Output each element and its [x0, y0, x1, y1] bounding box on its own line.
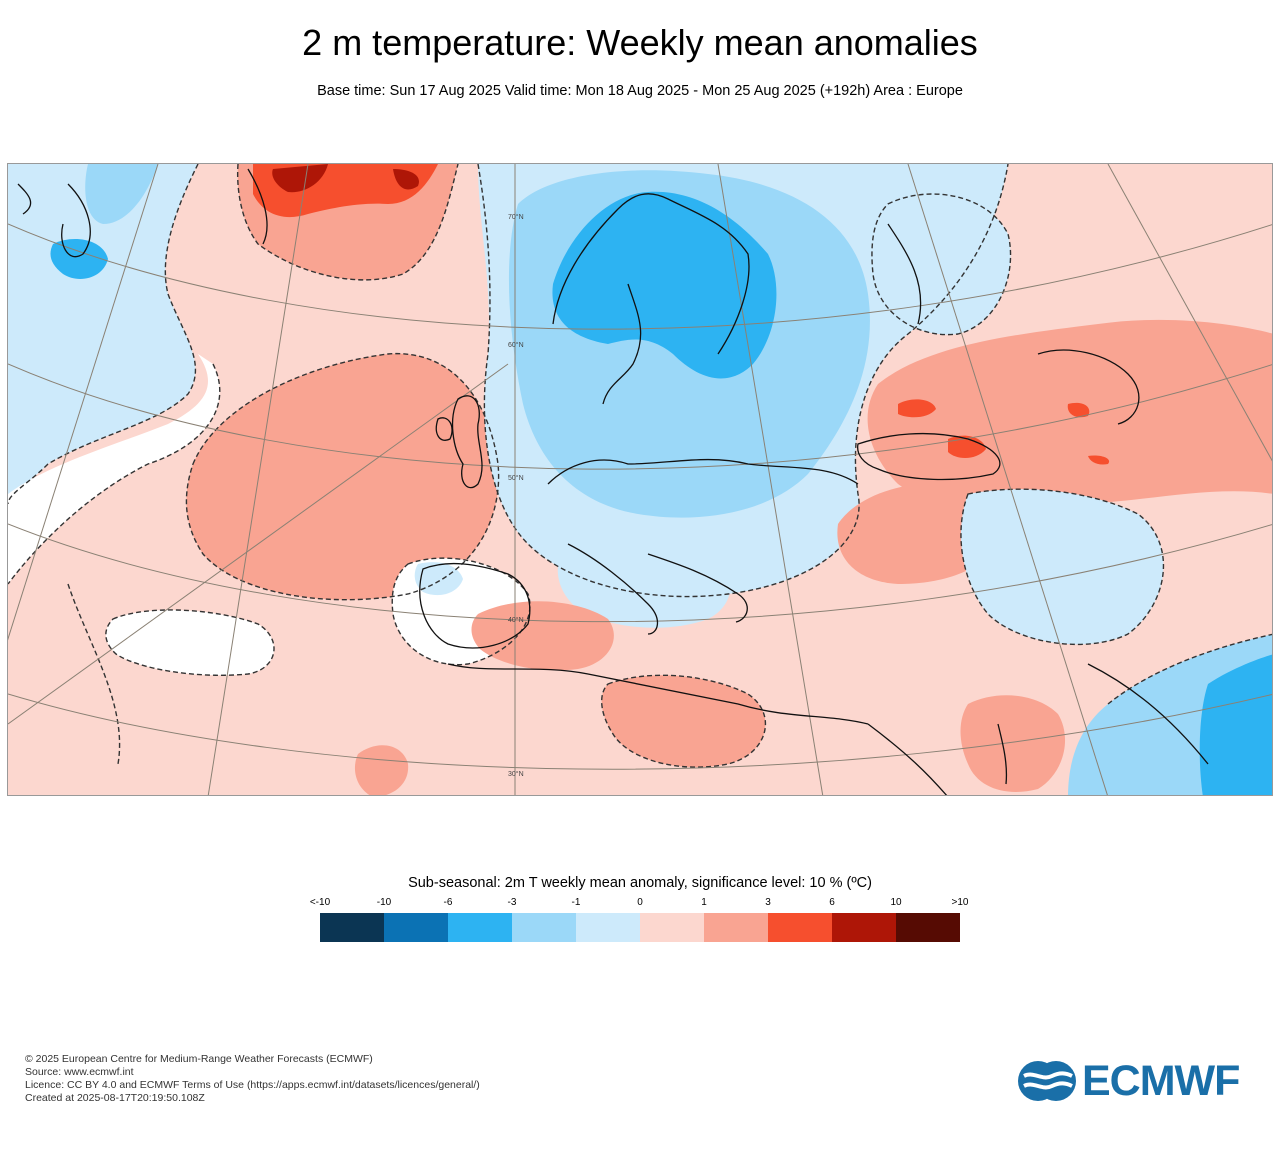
legend-swatch	[320, 913, 384, 942]
legend-swatch	[768, 913, 832, 942]
legend-swatch	[512, 913, 576, 942]
ecmwf-logo-text: ECMWF	[1082, 1057, 1240, 1105]
legend-tick: 6	[829, 897, 835, 908]
anomaly-map-svg: 70°N 60°N 50°N 40°N 30°N	[8, 164, 1272, 795]
warm-region-arabia	[960, 695, 1066, 792]
warm-core-black-sea	[898, 399, 1110, 465]
anomaly-map: 70°N 60°N 50°N 40°N 30°N	[7, 163, 1273, 796]
neutral-band-west-atlantic	[8, 354, 220, 584]
legend-tick: 0	[637, 897, 643, 908]
legend-tick: <-10	[309, 897, 331, 908]
ecmwf-logo-icon	[1018, 1061, 1076, 1101]
lat-label-70: 70°N	[508, 213, 524, 221]
footer-copyright: © 2025 European Centre for Medium-Range …	[25, 1053, 373, 1065]
legend-ticks: <-10 -10 -6 -3 -1 0 1 3 6 10 >10	[310, 897, 969, 911]
legend-colorbar	[320, 913, 960, 942]
page-title: 2 m temperature: Weekly mean anomalies	[302, 22, 978, 63]
legend-tick: -3	[507, 897, 517, 908]
graticule	[8, 164, 1272, 795]
legend-title: Sub-seasonal: 2m T weekly mean anomaly, …	[408, 875, 872, 891]
neutral-region-southwest	[105, 609, 275, 676]
footer: © 2025 European Centre for Medium-Range …	[25, 1053, 480, 1105]
cold-region-east-europe	[871, 194, 1011, 335]
lat-label-30: 30°N	[508, 770, 524, 778]
legend-tick: >10	[951, 897, 969, 908]
legend-tick: -1	[571, 897, 581, 908]
legend-swatch	[640, 913, 704, 942]
footer-created: Created at 2025-08-17T20:19:50.108Z	[25, 1092, 205, 1104]
legend-tick: 10	[890, 897, 902, 908]
coastlines	[17, 168, 1209, 795]
warm-region-mid-atlantic	[186, 353, 499, 600]
legend-tick: 3	[765, 897, 771, 908]
legend-swatch	[384, 913, 448, 942]
cold-core-scandinavia	[552, 191, 777, 379]
legend-swatch	[896, 913, 960, 942]
footer-source: Source: www.ecmwf.int	[25, 1066, 134, 1078]
latitude-labels: 70°N 60°N 50°N 40°N 30°N	[508, 213, 524, 778]
cold-region-central-med	[557, 531, 731, 628]
warm-region-south-atlantic	[355, 745, 409, 795]
warm-region-east-europe	[867, 319, 1272, 508]
cold-region-middle-east	[960, 489, 1164, 645]
warm-region-north-africa	[471, 601, 766, 768]
legend-tick: -10	[376, 897, 392, 908]
page-subtitle: Base time: Sun 17 Aug 2025 Valid time: M…	[317, 83, 963, 99]
legend-swatch	[576, 913, 640, 942]
lat-label-40: 40°N	[508, 616, 524, 624]
legend-swatch	[704, 913, 768, 942]
ecmwf-logo: ECMWF	[1016, 1057, 1240, 1105]
cold-patch-greenland	[85, 164, 158, 224]
significance-contours	[8, 164, 1272, 768]
cold-region-iberia-coast	[414, 562, 463, 596]
cold-core-southeast	[1199, 654, 1272, 795]
legend-tick: 1	[701, 897, 707, 908]
lat-label-60: 60°N	[508, 341, 524, 349]
legend-swatch	[448, 913, 512, 942]
legend-tick: -6	[443, 897, 453, 908]
legend-swatch	[832, 913, 896, 942]
lat-label-50: 50°N	[508, 474, 524, 482]
footer-licence: Licence: CC BY 4.0 and ECMWF Terms of Us…	[25, 1079, 480, 1091]
warm-region-turkey	[837, 483, 1002, 584]
warm-peak-greenland	[272, 164, 419, 193]
